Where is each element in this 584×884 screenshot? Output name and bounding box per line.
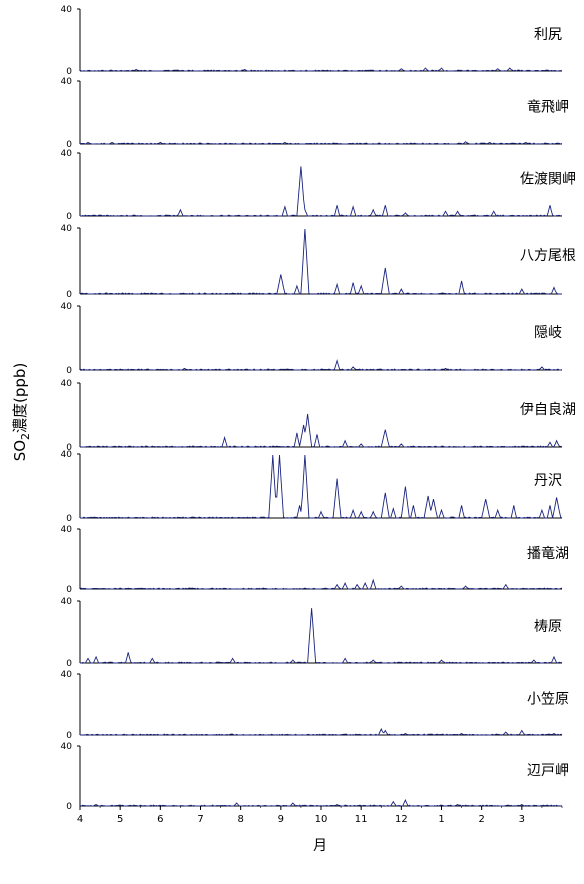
panel-label-8: 播竜湖 xyxy=(527,545,569,562)
xtick-label-4: 4 xyxy=(77,814,83,825)
panel-3: 40 0 佐渡関岬 xyxy=(61,149,576,222)
ytick-label-0: 0 xyxy=(66,802,72,812)
series-line-9 xyxy=(80,608,563,664)
ytick-label-0: 0 xyxy=(66,659,72,669)
x-axis-label: 月 xyxy=(313,838,327,854)
x-axis: 4 5 6 7 8 9 10 11 12 1 2 3 xyxy=(77,806,563,825)
panel-label-4: 八方尾根 xyxy=(520,248,576,264)
panel-9: 40 0 梼原 xyxy=(61,597,563,669)
series-line-4 xyxy=(79,228,562,295)
series-line-11 xyxy=(79,799,563,807)
series-line-2 xyxy=(79,141,563,145)
panel-label-3: 佐渡関岬 xyxy=(520,172,576,188)
ytick-label-0: 0 xyxy=(66,443,72,453)
xtick-label-11: 11 xyxy=(355,814,368,825)
xtick-label-7: 7 xyxy=(197,814,203,825)
panel-label-11: 辺戸岬 xyxy=(527,763,569,779)
ytick-label-40: 40 xyxy=(61,224,73,234)
xtick-label-8: 8 xyxy=(237,814,243,825)
ytick-label-0: 0 xyxy=(66,366,72,376)
panels-group: 400利尻400竜飛岬400佐渡関岬400八方尾根400隠岐400伊自良湖400… xyxy=(61,5,576,812)
panel-2: 40 0 竜飛岬 xyxy=(61,77,569,150)
xtick-label-1: 1 xyxy=(438,814,444,825)
panel-label-9: 梼原 xyxy=(534,619,562,635)
series-line-1 xyxy=(79,67,563,72)
ytick-label-0: 0 xyxy=(66,585,72,595)
y-axis-label-main: SO xyxy=(11,440,29,461)
y-axis-label: SO2濃度(ppb) xyxy=(11,363,32,462)
ytick-label-40: 40 xyxy=(61,597,73,607)
panel-label-7: 丹沢 xyxy=(534,473,562,489)
ytick-label-0: 0 xyxy=(66,290,72,300)
panel-5: 40 0 隠岐 xyxy=(61,302,563,376)
y-axis-label-rest: 濃度(ppb) xyxy=(11,363,29,433)
xtick-label-10: 10 xyxy=(315,814,328,825)
panel-10: 40 0 小笠原 xyxy=(61,670,569,741)
panel-1: 40 0 利尻 xyxy=(61,5,563,77)
xtick-label-6: 6 xyxy=(157,814,163,825)
xtick-label-3: 3 xyxy=(519,814,525,825)
ytick-label-40: 40 xyxy=(61,5,73,15)
xtick-label-2: 2 xyxy=(478,814,484,825)
series-line-3 xyxy=(80,166,563,217)
panel-label-5: 隠岐 xyxy=(534,325,562,341)
ytick-label-40: 40 xyxy=(61,379,73,389)
panel-label-2: 竜飛岬 xyxy=(527,99,569,116)
ytick-label-40: 40 xyxy=(61,77,73,87)
panel-6: 40 0 伊自良湖 xyxy=(61,379,576,453)
ytick-label-40: 40 xyxy=(61,525,73,535)
panel-label-1: 利尻 xyxy=(534,27,562,43)
ytick-label-40: 40 xyxy=(61,742,73,752)
ytick-label-0: 0 xyxy=(66,731,72,741)
series-line-6 xyxy=(79,413,563,448)
series-line-7 xyxy=(79,454,563,519)
panel-7: 40 0 丹沢 xyxy=(61,450,563,524)
panel-11: 40 0 辺戸岬 xyxy=(61,742,569,812)
ytick-label-0: 0 xyxy=(66,67,72,77)
ytick-label-40: 40 xyxy=(61,670,73,680)
xtick-label-9: 9 xyxy=(278,814,284,825)
panel-label-6: 伊自良湖 xyxy=(520,402,576,418)
ytick-label-40: 40 xyxy=(61,450,73,460)
y-axis-label-subscript: 2 xyxy=(19,433,32,440)
xtick-label-12: 12 xyxy=(395,814,408,825)
panel-label-10: 小笠原 xyxy=(527,692,569,708)
panel-8: 40 0 播竜湖 xyxy=(61,525,569,595)
series-line-10 xyxy=(80,727,563,736)
ytick-label-0: 0 xyxy=(66,140,72,150)
series-line-8 xyxy=(80,578,563,590)
ytick-label-40: 40 xyxy=(61,149,73,159)
ytick-label-0: 0 xyxy=(66,212,72,222)
ytick-label-0: 0 xyxy=(66,514,72,524)
panel-4: 40 0 八方尾根 xyxy=(61,224,576,300)
xtick-label-5: 5 xyxy=(117,814,123,825)
ytick-label-40: 40 xyxy=(61,302,73,312)
series-line-5 xyxy=(79,358,563,371)
